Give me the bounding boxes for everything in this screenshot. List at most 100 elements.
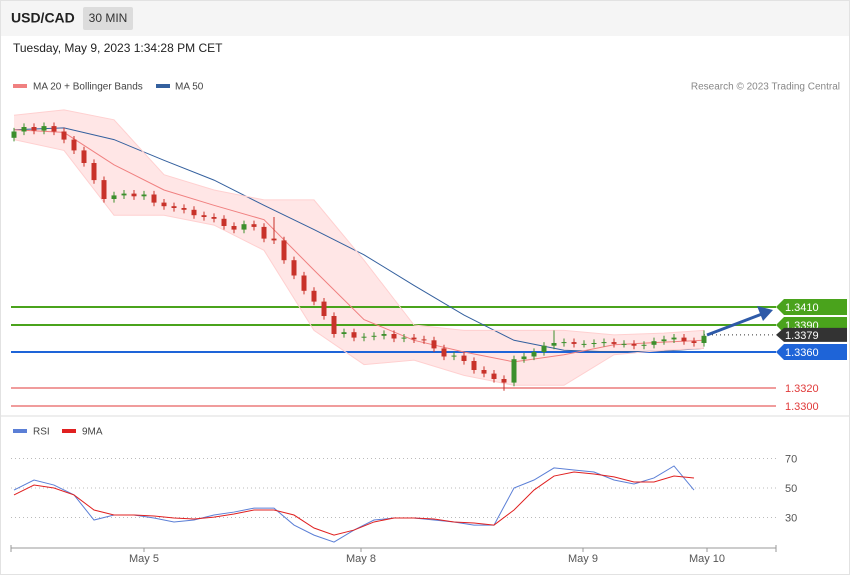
timeframe: 30 MIN (89, 11, 128, 25)
candle-body (531, 352, 537, 357)
candle-body (461, 355, 467, 361)
legend-label: 9MA (82, 427, 103, 438)
candle-body (241, 224, 247, 230)
legend-label: MA 50 (175, 82, 204, 93)
candle-body (331, 316, 337, 334)
forecast-arrowhead (757, 306, 773, 321)
candle-body (491, 373, 497, 379)
candle-body (101, 180, 107, 199)
candle-body (31, 127, 37, 131)
last-label: 1.3379 (785, 330, 819, 342)
candle-body (271, 238, 277, 241)
candle-body (181, 208, 187, 210)
candle-body (81, 150, 87, 163)
candle-body (131, 193, 137, 197)
x-tick-label: May 10 (689, 553, 725, 565)
legend-label: MA 20 + Bollinger Bands (33, 82, 143, 93)
candle-body (21, 127, 27, 132)
candle-body (311, 290, 317, 302)
candle-body (681, 337, 687, 342)
candle-body (631, 343, 637, 346)
candle-body (51, 126, 57, 132)
candle-body (351, 332, 357, 338)
last-tag (776, 327, 847, 342)
candle-body (561, 342, 567, 344)
candle-body (111, 195, 117, 199)
level-tag (776, 299, 847, 315)
x-tick-label: May 9 (568, 553, 598, 565)
candle-body (701, 335, 707, 343)
forecast-arrow (706, 312, 763, 337)
candle-body (421, 339, 427, 341)
candle-body (431, 340, 437, 349)
candle-body (61, 131, 67, 140)
legend-swatch (156, 84, 170, 88)
candle-body (571, 342, 577, 344)
candle-body (291, 260, 297, 276)
x-tick-label: May 8 (346, 553, 376, 565)
candle-body (41, 126, 47, 131)
candle-body (381, 334, 387, 336)
candle-body (521, 356, 527, 360)
candle-body (141, 194, 147, 197)
candle-body (471, 361, 477, 370)
candle-body (121, 193, 127, 196)
y-tick-label: 50 (785, 483, 797, 495)
level-label: 1.3360 (785, 347, 819, 359)
candle-body (621, 343, 627, 345)
y-tick-label: 30 (785, 512, 797, 524)
candle-body (71, 139, 77, 151)
level-label: 1.3300 (785, 401, 819, 413)
ma-line (13, 127, 705, 353)
candle-body (91, 163, 97, 181)
candle-body (641, 344, 647, 346)
candle-body (371, 335, 377, 337)
candle-body (611, 342, 617, 344)
candle-body (501, 379, 507, 383)
candle-body (411, 337, 417, 340)
candle-body (301, 275, 307, 291)
candle-body (451, 355, 457, 357)
candle-body (601, 342, 607, 344)
candle-body (581, 343, 587, 345)
candle-body (171, 206, 177, 208)
candle-body (321, 301, 327, 316)
candle-body (391, 334, 397, 339)
ma-line (13, 129, 705, 363)
candle-body (661, 339, 667, 342)
candle-body (441, 348, 447, 357)
rsi-line (13, 471, 695, 536)
candle-body (341, 332, 347, 334)
legend-swatch (13, 429, 27, 433)
header (1, 1, 849, 36)
y-tick-label: 70 (785, 453, 797, 465)
candle-body (161, 202, 167, 207)
candle-body (551, 343, 557, 346)
bollinger-line (13, 109, 705, 336)
credit: Research © 2023 Trading Central (691, 82, 840, 93)
candle-body (201, 215, 207, 217)
candle-body (191, 209, 197, 216)
candle-body (11, 131, 17, 138)
x-tick-label: May 5 (129, 553, 159, 565)
candle-body (651, 341, 657, 345)
legend-swatch (62, 429, 76, 433)
candle-body (221, 218, 227, 226)
candle-body (281, 240, 287, 261)
timeframe-box (83, 7, 133, 30)
level-label: 1.3320 (785, 383, 819, 395)
candle-body (211, 217, 217, 219)
candle-body (231, 226, 237, 230)
candle-body (671, 337, 677, 340)
bollinger-fill (14, 109, 704, 386)
candle-body (251, 224, 257, 227)
candle-body (481, 370, 487, 374)
candle-body (361, 336, 367, 338)
candle-body (691, 341, 697, 343)
candle-body (541, 345, 547, 352)
candle-body (261, 226, 267, 239)
candle-body (151, 194, 157, 203)
legend-swatch (13, 84, 27, 88)
